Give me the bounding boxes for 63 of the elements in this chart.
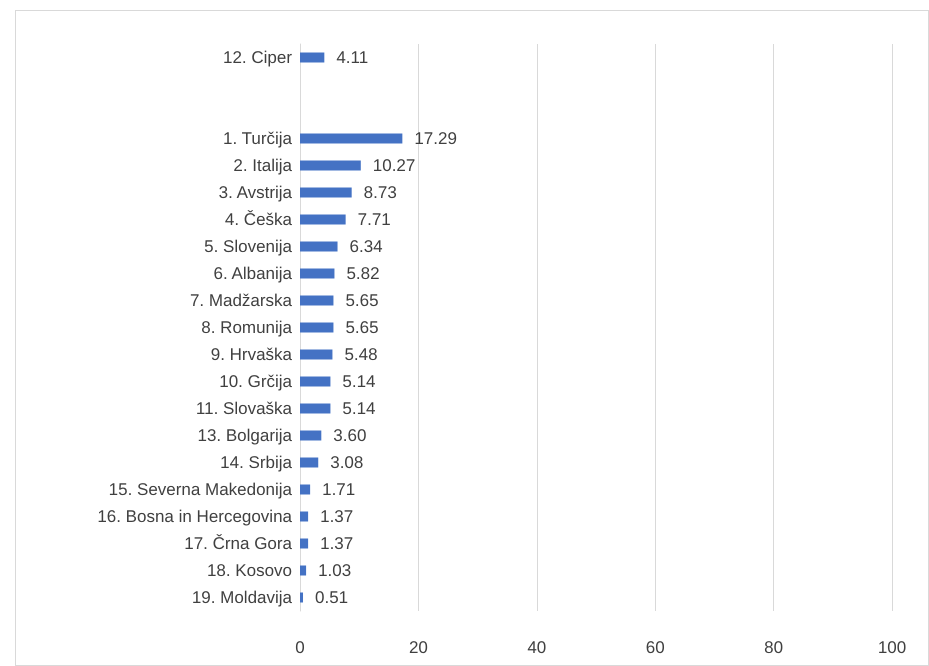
data-label: 5.48 xyxy=(344,345,378,364)
y-tick-label: 3. Avstrija xyxy=(218,183,293,202)
data-label: 1.03 xyxy=(318,561,352,580)
bar xyxy=(300,268,334,278)
bar xyxy=(300,214,346,224)
data-label: 3.08 xyxy=(330,453,364,472)
bar xyxy=(300,52,324,62)
y-tick-label: 14. Srbija xyxy=(220,453,293,472)
x-tick-label: 60 xyxy=(646,638,665,657)
y-tick-label: 10. Grčija xyxy=(219,372,293,391)
data-label: 5.65 xyxy=(345,318,379,337)
x-tick-label: 40 xyxy=(527,638,546,657)
data-label: 1.37 xyxy=(320,534,354,553)
data-label: 17.29 xyxy=(414,129,457,148)
y-tick-label: 6. Albanija xyxy=(214,264,293,283)
bar xyxy=(300,134,402,144)
data-label: 8.73 xyxy=(364,183,397,202)
bar xyxy=(300,458,318,468)
y-tick-label: 15. Severna Makedonija xyxy=(108,480,293,499)
data-label: 5.14 xyxy=(342,372,376,391)
y-tick-label: 16. Bosna in Hercegovina xyxy=(97,507,293,526)
bar xyxy=(300,296,334,306)
bar xyxy=(300,484,310,494)
data-label: 5.14 xyxy=(342,399,376,418)
bar xyxy=(300,566,306,576)
bar xyxy=(300,350,332,360)
data-label: 1.37 xyxy=(320,507,354,526)
y-tick-label: 4. Češka xyxy=(224,210,293,229)
y-tick-label: 12. Ciper xyxy=(223,48,292,67)
y-tick-label: 18. Kosovo xyxy=(206,561,292,580)
bar xyxy=(300,188,352,198)
x-tick-label: 100 xyxy=(878,638,906,657)
data-label: 10.27 xyxy=(372,156,416,175)
data-label: 1.71 xyxy=(322,480,356,499)
y-tick-label: 1. Turčija xyxy=(223,129,293,148)
bar xyxy=(300,512,308,522)
bar xyxy=(300,404,330,414)
y-tick-label: 17. Črna Gora xyxy=(184,534,293,553)
y-tick-label: 11. Slovaška xyxy=(196,399,293,418)
bar xyxy=(300,538,308,548)
y-tick-label: 7. Madžarska xyxy=(190,291,293,310)
bar xyxy=(300,242,338,252)
bar xyxy=(300,160,361,170)
x-tick-label: 80 xyxy=(764,638,784,657)
bar xyxy=(300,376,330,386)
data-label: 5.65 xyxy=(345,291,379,310)
bar xyxy=(300,322,334,332)
y-tick-label: 8. Romunija xyxy=(201,318,293,337)
x-tick-label: 0 xyxy=(295,638,305,657)
data-label: 4.11 xyxy=(336,48,368,67)
bar xyxy=(300,430,322,440)
y-tick-label: 19. Moldavija xyxy=(192,588,293,607)
data-label: 3.60 xyxy=(333,426,366,445)
data-label: 6.34 xyxy=(350,237,383,256)
data-label: 0.51 xyxy=(315,588,348,607)
y-tick-label: 2. Italija xyxy=(233,156,293,175)
y-tick-label: 9. Hrvaška xyxy=(210,345,293,364)
y-tick-label: 5. Slovenija xyxy=(204,237,293,256)
data-label: 5.82 xyxy=(346,264,380,283)
y-tick-label: 13. Bolgarija xyxy=(197,426,293,445)
data-label: 7.71 xyxy=(358,210,391,229)
x-tick-label: 20 xyxy=(408,638,428,657)
bar xyxy=(300,592,304,602)
